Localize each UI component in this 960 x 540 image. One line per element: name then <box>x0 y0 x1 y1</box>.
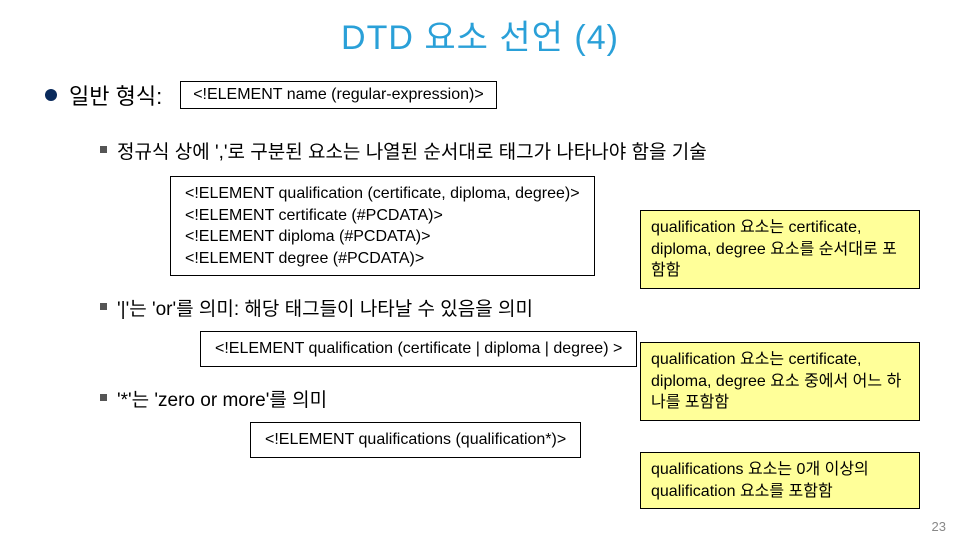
slide-number: 23 <box>932 519 946 534</box>
square-bullet-icon <box>100 394 107 401</box>
slide-title: DTD 요소 선언 (4) <box>30 10 930 59</box>
square-bullet-icon <box>100 146 107 153</box>
bullet-general-format: 일반 형식: <!ELEMENT name (regular-expressio… <box>45 79 930 111</box>
annotation-note-1: qualification 요소는 certificate, diploma, … <box>640 210 920 289</box>
sub-item-2: '|'는 'or'를 의미: 해당 태그들이 나타날 수 있음을 의미 <box>100 294 930 321</box>
code-block-1: <!ELEMENT qualification (certificate, di… <box>170 176 595 276</box>
code-block-3: <!ELEMENT qualifications (qualification*… <box>250 422 581 458</box>
code-line: <!ELEMENT degree (#PCDATA)> <box>185 248 580 270</box>
code-general-format: <!ELEMENT name (regular-expression)> <box>180 81 497 109</box>
sub-text-3: '*'는 'zero or more'를 의미 <box>117 385 327 412</box>
code-line: <!ELEMENT diploma (#PCDATA)> <box>185 226 580 248</box>
square-bullet-icon <box>100 303 107 310</box>
sub-text-2: '|'는 'or'를 의미: 해당 태그들이 나타날 수 있음을 의미 <box>117 294 533 321</box>
code-general-text: <!ELEMENT name (regular-expression)> <box>193 86 484 103</box>
code-block-2: <!ELEMENT qualification (certificate | d… <box>200 331 637 367</box>
sub-item-1: 정규식 상에 ','로 구분된 요소는 나열된 순서대로 태그가 나타나야 함을… <box>100 137 930 164</box>
bullet-disc-icon <box>45 89 57 101</box>
annotation-note-2: qualification 요소는 certificate, diploma, … <box>640 342 920 421</box>
code-line: <!ELEMENT qualification (certificate, di… <box>185 183 580 205</box>
sub-text-1: 정규식 상에 ','로 구분된 요소는 나열된 순서대로 태그가 나타나야 함을… <box>117 137 707 164</box>
code-line: <!ELEMENT certificate (#PCDATA)> <box>185 205 580 227</box>
bullet-label: 일반 형식: <box>69 79 162 111</box>
slide: DTD 요소 선언 (4) 일반 형식: <!ELEMENT name (reg… <box>0 0 960 540</box>
annotation-note-3: qualifications 요소는 0개 이상의 qualification … <box>640 452 920 509</box>
